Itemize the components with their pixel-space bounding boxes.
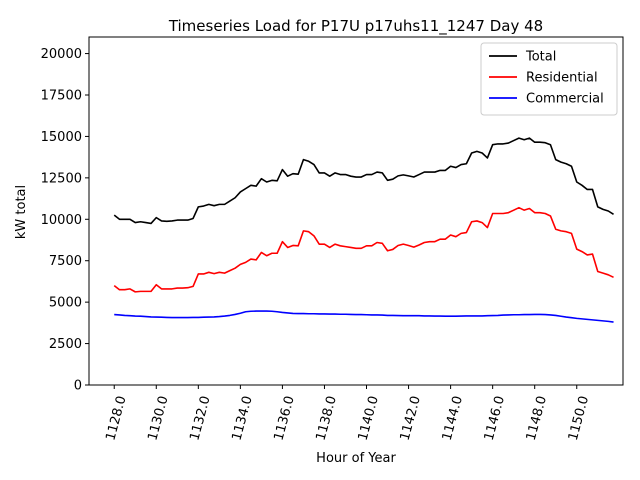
y-axis-title: kW total: [14, 185, 29, 239]
legend-label-residential: Residential: [526, 71, 598, 86]
y-tick-label: 7500: [49, 254, 82, 269]
y-tick-label: 12500: [41, 171, 82, 186]
series-group: [113, 137, 614, 323]
y-tick-label: 15000: [41, 130, 82, 145]
legend-label-commercial: Commercial: [526, 92, 604, 107]
x-axis-title: Hour of Year: [316, 451, 396, 466]
legend: Total Residential Commercial: [480, 42, 618, 116]
plot-frame: [88, 36, 624, 386]
series-line-commercial: [114, 310, 614, 323]
y-tick-label: 17500: [41, 89, 82, 104]
y-tick-label: 0: [74, 379, 82, 394]
series-line-residential: [113, 206, 614, 293]
y-tick-label: 2500: [49, 337, 82, 352]
y-axis: 0 2500 5000 7500 10000 12500 15000 17500 20000: [41, 47, 89, 394]
chart-title: Timeseries Load for P17U p17uhs11_1247 D…: [168, 17, 543, 36]
legend-box: [480, 42, 618, 116]
plot-area: [88, 36, 624, 386]
y-tick-label: 10000: [41, 213, 82, 228]
series-line-total: [113, 137, 614, 225]
y-tick-label: 20000: [41, 47, 82, 62]
legend-label-total: Total: [525, 50, 556, 65]
y-tick-label: 5000: [49, 296, 82, 311]
